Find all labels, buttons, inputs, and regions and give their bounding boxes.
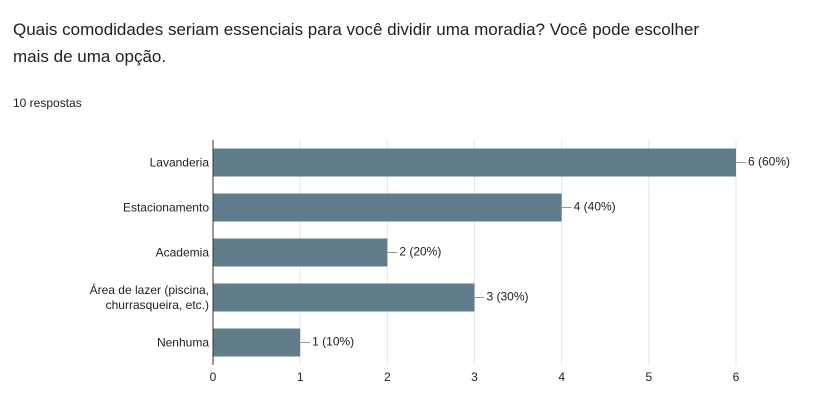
response-count: 10 respostas: [13, 96, 82, 110]
bar: [213, 148, 736, 177]
question-title: Quais comodidades seriam essenciais para…: [13, 20, 700, 66]
x-tick-label: 2: [384, 370, 391, 384]
bar: [213, 238, 388, 267]
x-tick-label: 1: [297, 370, 304, 384]
bar: [213, 193, 562, 222]
value-label: 6 (60%): [748, 155, 790, 169]
x-tick-label: 4: [558, 370, 565, 384]
x-tick-label: 3: [471, 370, 478, 384]
y-tick-label: Nenhuma: [156, 335, 209, 349]
value-label: 4 (40%): [574, 200, 616, 214]
value-label: 2 (20%): [399, 245, 441, 259]
y-tick-label: Estacionamento: [122, 200, 209, 214]
y-tick-label: Área de lazer (piscina, churrasqueira, e…: [89, 282, 209, 312]
y-tick-label: Academia: [155, 245, 209, 259]
bar: [213, 328, 301, 357]
x-tick-label: 6: [733, 370, 740, 384]
y-tick-label: Lavanderia: [149, 155, 209, 169]
bar: [213, 283, 475, 312]
x-tick-label: 0: [210, 370, 217, 384]
value-label: 3 (30%): [487, 290, 529, 304]
value-label: 1 (10%): [312, 335, 354, 349]
x-tick-label: 5: [645, 370, 652, 384]
